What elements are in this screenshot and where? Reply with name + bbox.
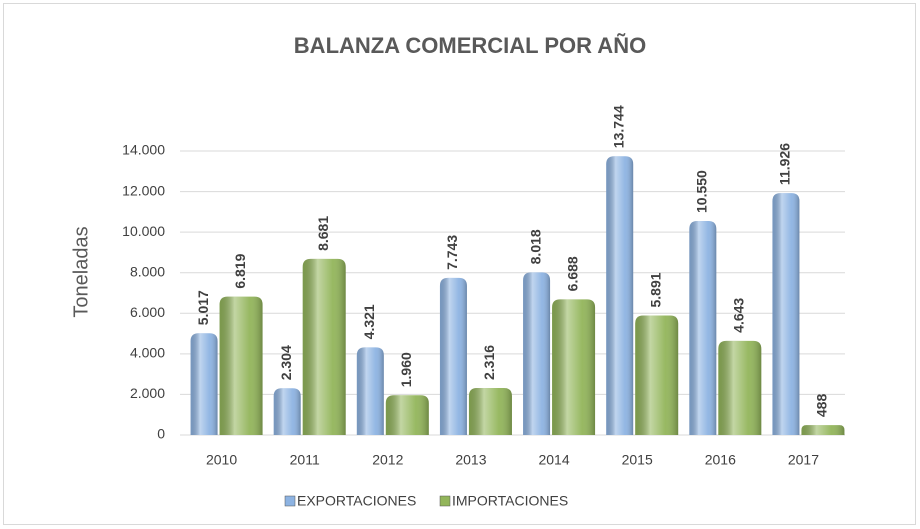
y-axis-title: Toneladas (70, 226, 92, 317)
legend-label: EXPORTACIONES (297, 493, 416, 509)
legend-label: IMPORTACIONES (452, 493, 568, 509)
bar-shading (219, 296, 263, 435)
x-tick-label: 2011 (290, 452, 320, 468)
bar-shading (718, 340, 762, 435)
data-label: 1.960 (398, 352, 414, 387)
data-label: 4.643 (731, 298, 747, 333)
data-label: 4.321 (361, 304, 377, 339)
data-label: 2.316 (481, 345, 497, 380)
bar-shading (356, 347, 384, 435)
bar-shading (439, 277, 467, 435)
x-tick-label: 2014 (538, 452, 569, 468)
data-label: 7.743 (444, 235, 460, 270)
y-tick-label: 12.000 (122, 182, 165, 198)
legend-swatch (284, 495, 296, 507)
y-tick-label: 14.000 (122, 142, 165, 158)
y-tick-label: 4.000 (130, 345, 165, 361)
bar-shading (689, 220, 717, 435)
bar-shading (606, 156, 634, 435)
y-tick-label: 0 (157, 426, 165, 442)
data-label: 2.304 (278, 345, 294, 380)
y-tick-label: 8.000 (130, 263, 165, 279)
bar-shading (635, 315, 679, 435)
x-tick-label: 2013 (455, 452, 486, 468)
data-label: 488 (814, 394, 830, 418)
y-tick-label: 10.000 (122, 223, 165, 239)
data-label: 10.550 (694, 170, 710, 213)
data-label: 13.744 (610, 105, 626, 148)
data-label: 8.681 (315, 216, 331, 251)
bar-shading (801, 425, 845, 435)
bar-shading (772, 193, 800, 435)
bar-shading (302, 258, 346, 435)
data-label: 5.017 (195, 290, 211, 325)
bar-shading (273, 388, 301, 435)
bar-shading (552, 299, 596, 435)
data-label: 6.819 (232, 253, 248, 288)
bar-shading (190, 333, 218, 435)
x-tick-label: 2015 (622, 452, 653, 468)
x-tick-label: 2017 (788, 452, 819, 468)
bar-shading (523, 272, 551, 435)
bar-shading (385, 395, 429, 435)
legend-swatch (439, 495, 451, 507)
chart-title: BALANZA COMERCIAL POR AÑO (294, 33, 646, 58)
x-tick-label: 2012 (372, 452, 403, 468)
data-label: 5.891 (647, 272, 663, 307)
data-label: 11.926 (777, 143, 793, 185)
y-tick-label: 2.000 (130, 385, 165, 401)
bar-shading (468, 388, 512, 435)
x-tick-label: 2010 (206, 452, 237, 468)
data-label: 6.688 (564, 256, 580, 291)
x-tick-label: 2016 (705, 452, 736, 468)
y-tick-label: 6.000 (130, 304, 165, 320)
chart-frame (3, 3, 916, 525)
data-label: 8.018 (527, 229, 543, 264)
